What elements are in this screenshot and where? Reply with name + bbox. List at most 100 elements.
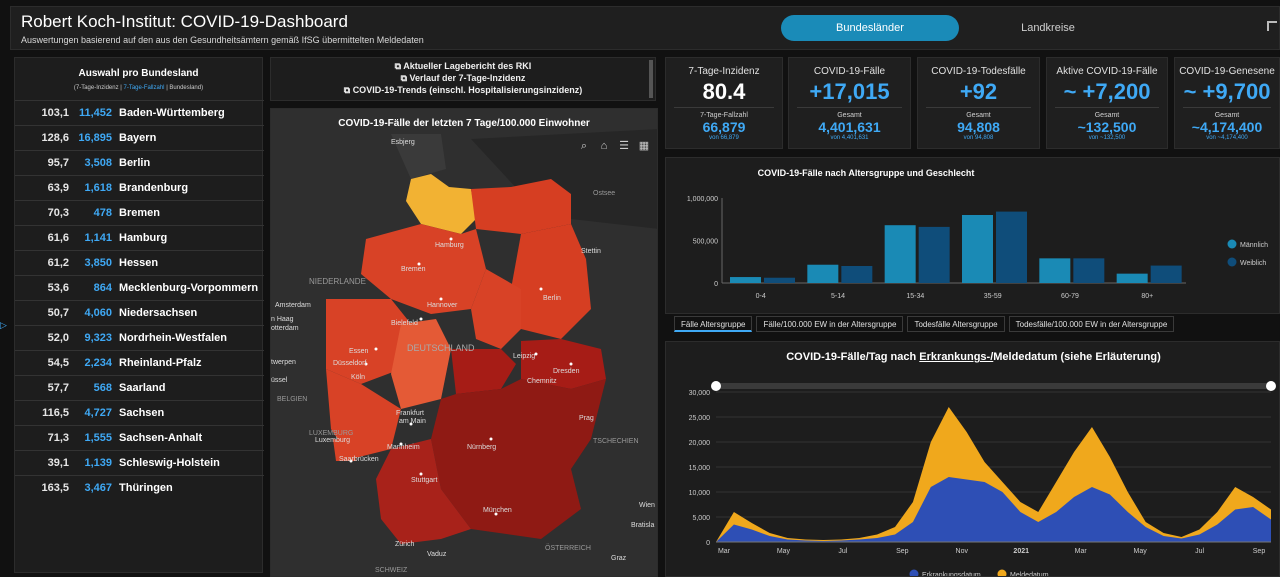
bundesland-fallzahl: 9,323 <box>84 332 112 344</box>
age-bar <box>1073 258 1105 283</box>
bundesland-row[interactable]: 71,3 1,555 Sachsen-Anhalt <box>15 425 264 450</box>
age-bar <box>1116 273 1148 283</box>
bundesland-fallzahl: 1,618 <box>84 182 112 194</box>
link-lagebericht-label[interactable]: Aktueller Lagebericht des RKI <box>403 61 532 71</box>
kpi-value: +92 <box>959 79 998 104</box>
bundesland-row[interactable]: 128,6 16,895 Bayern <box>15 125 264 150</box>
bundesland-row[interactable]: 103,1 11,452 Baden-Württemberg <box>15 100 264 125</box>
daily-xtick-label: Jul <box>838 548 847 555</box>
map-label-bielefeld: Bielefeld <box>391 320 418 327</box>
age-tab[interactable]: Fälle Altersgruppe <box>674 316 753 332</box>
expand-icon[interactable] <box>1267 21 1277 31</box>
kpi-sublabel: 7-Tage-Fallzahl <box>700 112 748 119</box>
bundesland-fallzahl: 1,555 <box>84 432 112 444</box>
age-ytick-label: 1,000,000 <box>687 196 718 203</box>
kpi-card: COVID-19-Genesene ~ +9,700 Gesamt ~4,174,40… <box>1174 57 1280 149</box>
age-chart-tabs: Fälle Altersgruppe Fälle/100.000 EW in de… <box>674 316 1178 332</box>
bundesland-fallzahl: 478 <box>93 207 112 219</box>
age-bar <box>730 277 761 283</box>
bundesland-row[interactable]: 53,6 864 Mecklenburg-Vorpommern <box>15 275 264 300</box>
bundesland-row[interactable]: 61,6 1,141 Hamburg <box>15 225 264 250</box>
map-label-rotterdam: otterdam <box>271 325 299 332</box>
panel-toggle-icon[interactable]: ▷ <box>0 320 7 330</box>
daily-title-link[interactable]: Erkrankungs-/ <box>919 351 994 363</box>
map-label-wien: Wien <box>639 502 655 509</box>
tab-landkreise[interactable]: Landkreise <box>1021 22 1075 34</box>
age-bar <box>996 211 1027 283</box>
bundesland-inzidenz: 103,1 <box>41 107 69 119</box>
map-label-schweiz: SCHWEIZ <box>375 567 408 574</box>
bundesland-name: Nordrhein-Westfalen <box>119 332 227 344</box>
kpi-sublabel: Gesamt <box>837 112 862 119</box>
germany-map[interactable]: Esbjerg Ostsee Hamburg Stettin Bremen NI… <box>271 109 658 577</box>
links-box: ⧉ Aktueller Lagebericht des RKI ⧉ Verlau… <box>270 57 656 101</box>
daily-xtick-label: Nov <box>956 548 969 555</box>
map-label-esbjerg: Esbjerg <box>391 139 415 146</box>
bundesland-row[interactable]: 57,7 568 Saarland <box>15 375 264 400</box>
bundesland-row[interactable]: 61,2 3,850 Hessen <box>15 250 264 275</box>
map-label-nuernberg: Nürnberg <box>467 444 496 451</box>
link-lagebericht[interactable]: ⧉ Aktueller Lagebericht des RKI <box>394 61 532 71</box>
daily-legend-swatch <box>997 569 1007 576</box>
daily-ytick-label: 10,000 <box>689 490 711 497</box>
kpi-subvalue: 94,808 <box>957 119 1000 135</box>
kpi-label: 7-Tage-Inzidenz <box>688 66 760 77</box>
daily-chart-title: COVID-19-Fälle/Tag nach Erkrankungs-/Mel… <box>666 351 1279 363</box>
daily-chart-panel: COVID-19-Fälle/Tag nach Erkrankungs-/Mel… <box>665 341 1280 577</box>
map-label-leipzig: Leipzig <box>513 353 535 360</box>
age-tab[interactable]: Todesfälle Altersgruppe <box>907 316 1005 332</box>
map-region-niedersachsen <box>361 224 486 314</box>
link-inzidenz-verlauf[interactable]: ⧉ Verlauf der 7-Tage-Inzidenz <box>400 73 526 83</box>
links-scrollbar[interactable] <box>649 60 653 98</box>
daily-ytick-label: 5,000 <box>692 515 710 522</box>
bundesland-row[interactable]: 50,7 4,060 Niedersachsen <box>15 300 264 325</box>
list-icon[interactable]: ☰ <box>619 140 629 152</box>
link-inzidenz-verlauf-label[interactable]: Verlauf der 7-Tage-Inzidenz <box>409 73 526 83</box>
age-xtick-label: 35-59 <box>984 293 1002 300</box>
map-title: COVID-19-Fälle der letzten 7 Tage/100.00… <box>338 118 590 129</box>
home-icon[interactable]: ⌂ <box>600 140 608 152</box>
map-label-vaduz: Vaduz <box>427 551 447 558</box>
map-label-bruessel: üssel <box>271 377 288 384</box>
link-trends[interactable]: ⧉ COVID-19-Trends (einschl. Hospitalisie… <box>343 85 583 95</box>
bundesland-name: Baden-Württemberg <box>119 107 225 119</box>
bundesland-row[interactable]: 54,5 2,234 Rheinland-Pfalz <box>15 350 264 375</box>
bundesland-row[interactable]: 70,3 478 Bremen <box>15 200 264 225</box>
tab-bundeslaender[interactable]: Bundesländer <box>781 15 959 41</box>
bundesland-row[interactable]: 95,7 3,508 Berlin <box>15 150 264 175</box>
daily-chart[interactable]: 30,000 25,000 20,000 15,000 10,000 5,000 0 Mar M… <box>666 342 1280 577</box>
daily-ytick-label: 30,000 <box>689 390 711 397</box>
qr-icon[interactable]: ▦ <box>638 140 650 152</box>
link-trends-label[interactable]: COVID-19-Trends (einschl. Hospitalisieru… <box>352 85 583 95</box>
dashboard-header: Robert Koch-Institut: COVID-19-Dashboard… <box>10 6 1280 50</box>
bundesland-inzidenz: 128,6 <box>41 132 69 144</box>
map-region-baden-wuerttemberg <box>376 439 471 544</box>
map-label-deutschland: DEUTSCHLAND <box>407 343 475 353</box>
kpi-subvalue: 4,401,631 <box>818 119 881 135</box>
kpi-card: Aktive COVID-19-Fälle ~ +7,200 Gesamt ~132,… <box>1046 57 1168 149</box>
bundesland-row[interactable]: 116,5 4,727 Sachsen <box>15 400 264 425</box>
kpi-small: von 66,879 <box>709 135 739 141</box>
bundesland-name: Sachsen <box>119 407 165 419</box>
search-icon[interactable]: ⌕ <box>580 140 588 152</box>
bundesland-row[interactable]: 163,5 3,467 Thüringen <box>15 475 264 500</box>
age-tab[interactable]: Fälle/100.000 EW in der Altersgruppe <box>756 316 904 332</box>
bundesland-name: Sachsen-Anhalt <box>119 432 203 444</box>
bundesland-inzidenz: 116,5 <box>42 407 69 419</box>
age-bar <box>918 226 950 283</box>
age-tab[interactable]: Todesfälle/100.000 EW in der Altersgrupp… <box>1008 316 1175 332</box>
map-label-antwerpen: twerpen <box>271 359 296 366</box>
bundesland-row[interactable]: 63,9 1,618 Brandenburg <box>15 175 264 200</box>
age-legend-label: Männlich <box>1240 242 1268 249</box>
kpi-card: COVID-19-Fälle +17,015 Gesamt 4,401,631 von … <box>788 57 911 149</box>
age-legend-swatch <box>1227 257 1237 267</box>
bundesland-row[interactable]: 39,1 1,139 Schleswig-Holstein <box>15 450 264 475</box>
map-label-oesterreich: ÖSTERREICH <box>545 544 591 552</box>
kpi-label: COVID-19-Genesene <box>1179 66 1275 77</box>
bundesland-name: Bayern <box>119 132 157 144</box>
bundesland-row[interactable]: 52,0 9,323 Nordrhein-Westfalen <box>15 325 264 350</box>
map-label-frankfurt: Frankfurt <box>396 410 424 417</box>
map-label-stettin: Stettin <box>581 248 601 255</box>
bundesland-name: Bremen <box>119 207 160 219</box>
daily-xtick-label: Sep <box>1253 548 1266 555</box>
